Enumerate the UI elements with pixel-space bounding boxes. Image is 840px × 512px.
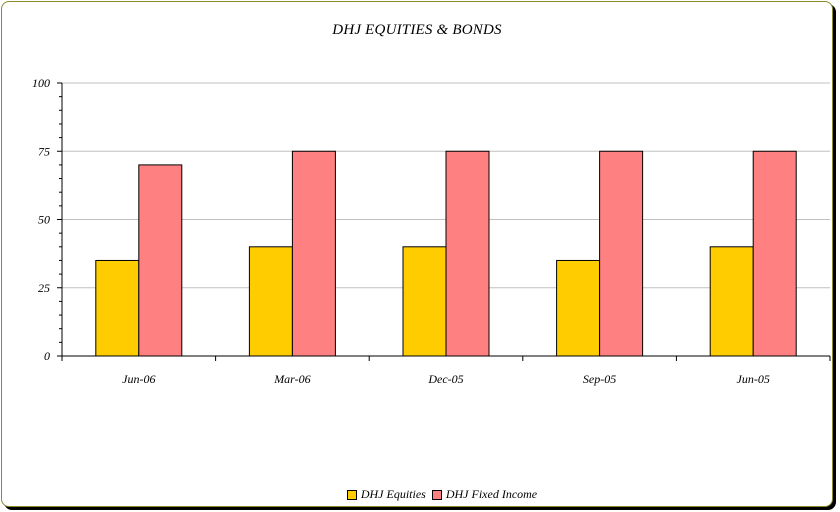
tick-labels: 0 25 50 75 100 Jun-06 Mar-06 Dec-05 Sep-05 Jun-05 — [32, 76, 770, 386]
x-tick-label: Sep-05 — [583, 372, 616, 386]
bar-fixed-income — [445, 150, 490, 357]
bar-equities — [248, 246, 293, 357]
bar-fixed-income — [291, 150, 336, 357]
bar-fixed-income — [599, 150, 644, 357]
x-tick-label: Mar-06 — [273, 372, 310, 386]
legend: DHJ Equities DHJ Fixed Income — [0, 487, 840, 502]
legend-item-equities: DHJ Equities — [346, 487, 426, 502]
x-tick-label: Dec-05 — [427, 372, 463, 386]
y-tick-label: 50 — [38, 213, 50, 227]
bar-equities — [709, 246, 754, 357]
y-tick-label: 0 — [44, 349, 50, 363]
y-tick-label: 100 — [32, 76, 50, 90]
legend-item-fixed-income: DHJ Fixed Income — [431, 487, 538, 502]
x-tick-label: Jun-06 — [122, 372, 155, 386]
chart-title: DHJ EQUITIES & BONDS — [332, 22, 502, 38]
axes — [57, 82, 831, 361]
bar-equities — [402, 246, 447, 357]
legend-label-equities: DHJ Equities — [360, 487, 426, 501]
bars — [95, 150, 797, 357]
legend-swatch-equities — [346, 489, 357, 500]
bar-fixed-income — [138, 164, 183, 357]
x-tick-label: Jun-05 — [737, 372, 770, 386]
bar-equities — [556, 259, 601, 357]
y-tick-label: 25 — [38, 281, 50, 295]
legend-label-fixed-income: DHJ Fixed Income — [445, 487, 538, 501]
y-tick-label: 75 — [38, 144, 50, 158]
bar-fixed-income — [752, 150, 797, 357]
legend-swatch-fixed-income — [431, 489, 442, 500]
bar-equities — [95, 259, 140, 357]
